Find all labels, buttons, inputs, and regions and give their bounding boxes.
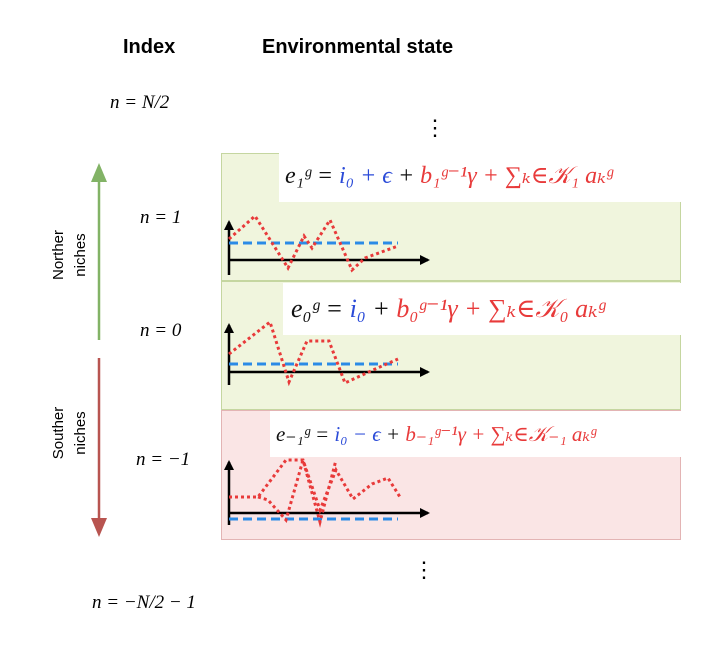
equation-n0-trend: b₀ᵍ⁻¹γ + ∑ₖ∈𝒦₀ aₖᵍ	[396, 294, 606, 323]
plot-nm1-fluctuation	[229, 458, 402, 515]
plot-n0-fluctuation	[228, 319, 399, 387]
plot-n1	[224, 213, 430, 275]
equation-n0-lhs: e₀ᵍ =	[291, 294, 344, 323]
equation-nm1-trend: b₋₁ᵍ⁻¹γ + ∑ₖ∈𝒦₋₁ aₖᵍ	[405, 422, 597, 446]
plot-n0	[224, 319, 430, 387]
plot-n1-fluctuation	[228, 213, 399, 273]
index-label-nm1: n = −1	[136, 449, 191, 470]
vertical-ellipsis-top: ⋮	[424, 116, 446, 141]
plot-nm1-fluctuation-spikes	[257, 454, 338, 528]
index-label-n0: n = 0	[140, 320, 182, 341]
equation-n0-baseline: i₀	[349, 294, 366, 323]
index-header: Index	[123, 36, 176, 58]
equation-nm1-baseline: i₀	[334, 422, 348, 446]
vertical-ellipsis-bottom: ⋮	[413, 558, 435, 583]
index-label-top: n = N/2	[110, 92, 170, 113]
equation-n1-noise: + ϵ	[360, 163, 392, 189]
equation-n0: e₀ᵍ = i₀ + b₀ᵍ⁻¹γ + ∑ₖ∈𝒦₀ aₖᵍ	[283, 283, 681, 335]
equation-nm1-lhs: e₋₁ᵍ =	[276, 422, 330, 446]
equation-n1-sep: +	[397, 163, 415, 189]
southern-arrow	[91, 358, 107, 537]
index-label-n1: n = 1	[140, 207, 182, 228]
equation-n1-baseline: i₀	[339, 163, 355, 189]
equation-nm1: e₋₁ᵍ = i₀ − ϵ + b₋₁ᵍ⁻¹γ + ∑ₖ∈𝒦₋₁ aₖᵍ	[270, 411, 681, 457]
environmental-state-header: Environmental state	[262, 36, 454, 58]
equation-nm1-noise: − ϵ	[352, 422, 381, 446]
index-label-bottom: n = −N/2 − 1	[92, 592, 196, 613]
equation-n1: e₁ᵍ = i₀ + ϵ + b₁ᵍ⁻¹γ + ∑ₖ∈𝒦₁ aₖᵍ	[279, 150, 681, 202]
equation-n1-trend: b₁ᵍ⁻¹γ + ∑ₖ∈𝒦₁ aₖᵍ	[420, 163, 613, 189]
northern-arrow	[91, 163, 107, 340]
plot-nm1	[224, 454, 430, 528]
equation-nm1-sep: +	[385, 422, 401, 446]
equation-n0-sep: +	[372, 294, 390, 323]
equation-n1-lhs: e₁ᵍ =	[285, 163, 334, 189]
